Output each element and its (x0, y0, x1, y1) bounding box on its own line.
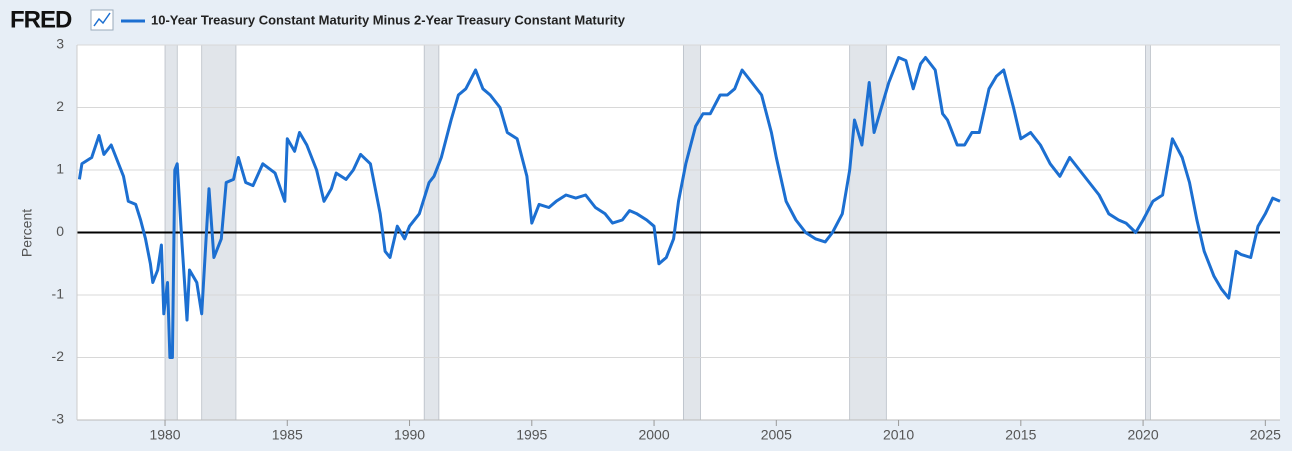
x-tick-label: 1980 (149, 427, 180, 443)
x-tick-label: 2020 (1127, 427, 1158, 443)
y-tick-label: -3 (52, 411, 65, 427)
logo-icon (90, 9, 114, 31)
y-axis-label: Percent (19, 209, 35, 257)
x-tick-label: 2005 (761, 427, 792, 443)
y-tick-label: 3 (56, 36, 64, 52)
y-tick-label: 0 (56, 223, 64, 239)
x-tick-label: 1990 (394, 427, 425, 443)
x-tick-label: 2010 (883, 427, 914, 443)
legend-label: 10-Year Treasury Constant Maturity Minus… (151, 12, 626, 27)
y-tick-label: -2 (52, 348, 65, 364)
x-tick-label: 1995 (516, 427, 547, 443)
y-tick-label: 2 (56, 98, 64, 114)
y-tick-label: -1 (52, 286, 65, 302)
y-tick-label: 1 (56, 161, 64, 177)
x-tick-label: 2015 (1005, 427, 1036, 443)
x-tick-label: 1985 (272, 427, 303, 443)
data-line (77, 56, 1281, 359)
x-tick-label: 2025 (1250, 427, 1281, 443)
fred-logo: FRED (10, 6, 72, 33)
x-tick-label: 2000 (638, 427, 669, 443)
